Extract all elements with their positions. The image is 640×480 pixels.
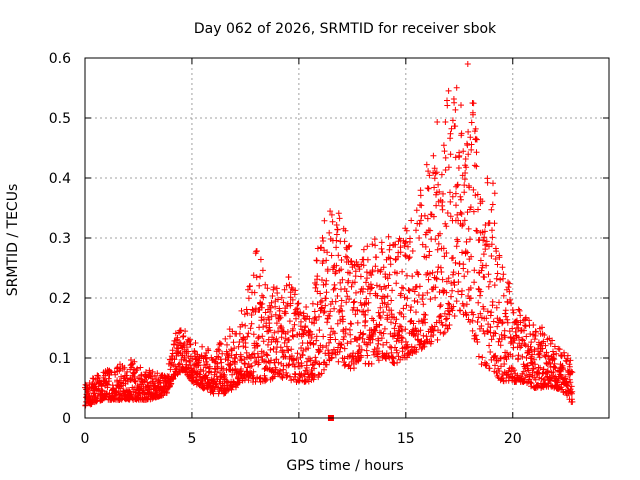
axis-ticks: 0 5 10 15 20 0 0.1 0.2 0.3 0.4 0.5 0.6 (49, 51, 609, 447)
y-axis-label: SRMTID / TECUs (5, 184, 21, 297)
x-tick-label: 15 (397, 431, 415, 447)
y-tick-label: 0.4 (49, 171, 71, 187)
x-axis-label: GPS time / hours (286, 458, 403, 474)
y-tick-label: 0.5 (49, 111, 71, 127)
x-tick-label: 20 (504, 431, 522, 447)
y-tick-label: 0.3 (49, 231, 71, 247)
x-tick-label: 10 (290, 431, 308, 447)
x-tick-label: 0 (81, 431, 90, 447)
x-tick-label: 5 (187, 431, 196, 447)
y-tick-label: 0 (62, 411, 71, 427)
chart-title: Day 062 of 2026, SRMTID for receiver sbo… (194, 21, 497, 37)
y-tick-label: 0.6 (49, 51, 71, 67)
y-tick-label: 0.1 (49, 351, 71, 367)
y-tick-label: 0.2 (49, 291, 71, 307)
